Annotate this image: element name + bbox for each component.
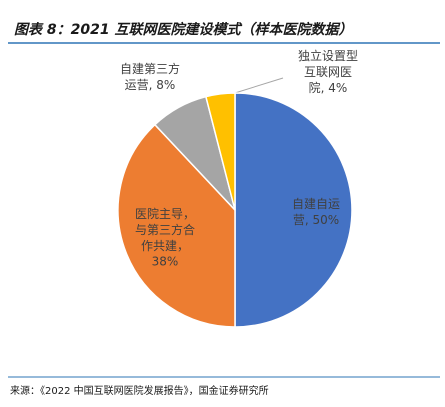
- category-label: 作共建，: [141, 239, 189, 253]
- category-label: 自建第三方: [120, 61, 180, 76]
- pie-slice: [117, 123, 236, 328]
- category-label: 医院主导，: [135, 207, 195, 221]
- category-label: 独立设置型: [298, 48, 358, 63]
- slice-label: 自建第三方: [120, 61, 180, 76]
- value-label: 4%: [328, 81, 347, 95]
- slice-label: 院, 4%: [309, 81, 348, 95]
- source: 来源：《2022 中国互联网医院发展报告》，国金证券研究所: [10, 384, 269, 397]
- category-label: 互联网医: [304, 65, 352, 79]
- category-label: 运营,: [125, 78, 153, 92]
- value-label: 38%: [152, 255, 179, 269]
- slice-label: 作共建，: [141, 239, 189, 253]
- pie-slice: [204, 92, 236, 211]
- chart-title: 图表 8：2021 互联网医院建设模式（样本医院数据）: [14, 21, 352, 38]
- slice-label: 与第三方合: [135, 222, 195, 237]
- pie-slice: [234, 92, 353, 328]
- category-label: 营,: [293, 213, 309, 227]
- value-label: 8%: [156, 78, 175, 92]
- category-label: 自建自运: [292, 197, 340, 211]
- value-label: 50%: [312, 213, 339, 227]
- slice-label: 营, 50%: [293, 213, 339, 227]
- slice-label: 独立设置型: [298, 48, 358, 63]
- category-label: 与第三方合: [135, 222, 195, 237]
- slice-label: 自建自运: [292, 197, 340, 211]
- category-label: 院,: [309, 81, 325, 95]
- slice-label: 互联网医: [304, 65, 352, 79]
- slice-label: 医院主导，: [135, 207, 195, 221]
- slice-label: 运营, 8%: [125, 78, 176, 92]
